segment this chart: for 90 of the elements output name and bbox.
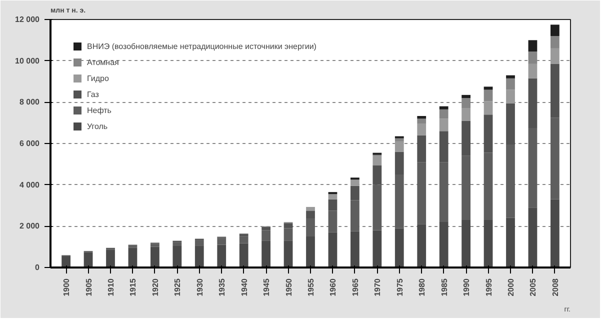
bar (194, 240, 204, 246)
bar (262, 230, 270, 241)
x-tick-label: 1915 (128, 278, 138, 296)
bar (306, 236, 315, 268)
bar (506, 78, 515, 90)
bar (528, 40, 538, 52)
bar (328, 232, 338, 268)
bar (484, 86, 493, 90)
bar (462, 108, 470, 121)
bar (417, 124, 426, 136)
bar (439, 222, 448, 268)
bar (217, 238, 226, 245)
bar (506, 218, 515, 268)
y-tick-label: 12 000 (15, 15, 40, 24)
bar (417, 224, 426, 268)
bar (394, 138, 404, 142)
bar (462, 98, 470, 108)
bar (528, 208, 538, 268)
bar (350, 231, 360, 268)
x-tick-label: 1990 (462, 278, 472, 296)
x-tick-label: 2005 (528, 278, 538, 296)
bar (550, 36, 560, 48)
bar (417, 118, 426, 124)
y-tick-label: 10 000 (15, 56, 40, 66)
bar (262, 240, 270, 268)
bar (417, 116, 426, 119)
x-tick-label: 1930 (195, 278, 204, 296)
bar (484, 220, 493, 268)
bar (194, 246, 204, 268)
x-tick-label: 1955 (306, 278, 316, 296)
x-tick-label: 1965 (350, 278, 360, 296)
x-tick-label: 2008 (550, 278, 560, 296)
bar (62, 256, 70, 268)
bar (550, 24, 560, 36)
bar (394, 141, 404, 152)
bar (484, 101, 493, 115)
bar (372, 230, 382, 268)
y-tick-label: 0 (35, 263, 40, 272)
bar (439, 106, 448, 110)
x-tick-label: 1940 (240, 278, 249, 296)
bar (550, 199, 560, 268)
x-tick-label: 1920 (150, 278, 160, 296)
x-tick-label: 1980 (418, 278, 427, 296)
y-tick-label: 8 000 (19, 98, 40, 107)
bar (350, 180, 360, 186)
bar (528, 64, 538, 78)
x-tick-label: 1910 (106, 278, 116, 296)
bar (306, 206, 315, 211)
x-tick-label: 1925 (173, 278, 182, 296)
x-tick-label: 1985 (440, 278, 449, 296)
bar (506, 75, 515, 78)
bar (150, 246, 160, 268)
bar (394, 228, 404, 268)
x-tick-label: 1950 (284, 278, 294, 296)
bar (550, 48, 560, 64)
bar (462, 94, 470, 98)
x-tick-label: 1935 (218, 278, 227, 296)
bar (484, 90, 493, 102)
bar (506, 90, 515, 104)
x-tick-label: 1900 (62, 278, 72, 296)
bar (239, 236, 248, 244)
legend-label: Нефть (87, 106, 112, 114)
y-tick-label: 2 000 (19, 222, 40, 231)
bar (128, 248, 138, 268)
x-tick-label: 1945 (262, 278, 272, 296)
bar (372, 156, 382, 166)
y-tick-label: 4 000 (19, 180, 40, 190)
x-tick-label: 1970 (373, 278, 382, 296)
bar (172, 242, 182, 246)
bar (106, 250, 115, 268)
bar (462, 220, 470, 268)
bar (439, 109, 448, 119)
bar (328, 194, 338, 200)
legend-label: ВНИЭ (возобновляемые нетрадиционные источники энергии) (87, 42, 316, 50)
y-tick-label: 6 000 (19, 139, 40, 148)
bar (439, 118, 448, 132)
legend-label: Гидро (87, 74, 109, 82)
x-tick-label: 1995 (484, 278, 494, 296)
bar (284, 240, 293, 268)
x-tick-label: 1905 (84, 278, 94, 296)
x-tick-label: 2000 (506, 278, 516, 296)
bar (172, 246, 182, 268)
legend-label: Уголь (87, 122, 108, 130)
bar (239, 243, 248, 268)
x-tick-label: 1960 (328, 278, 338, 296)
bar (150, 244, 160, 247)
legend-label: Газ (87, 90, 100, 98)
bar (217, 244, 226, 268)
legend-label: Атомная (87, 58, 119, 66)
x-tick-label: 1975 (395, 278, 404, 296)
